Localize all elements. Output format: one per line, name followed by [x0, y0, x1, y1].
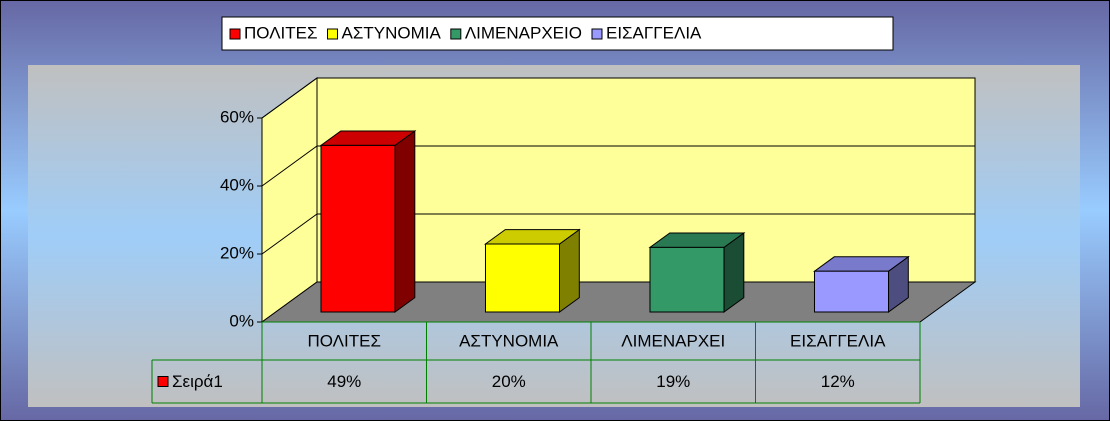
category-label: ΠΟΛΙΤΕΣ: [307, 331, 381, 350]
back-wall: [316, 77, 976, 283]
bar-side: [394, 130, 416, 313]
value-label: 49%: [327, 372, 361, 391]
legend-label: ΑΣΤΥΝΟΜΙΑ: [342, 23, 442, 42]
legend-label: ΛΙΜΕΝΑΡΧΕΙΟ: [465, 23, 582, 42]
legend-label: ΕΙΣΑΓΓΕΛΙΑ: [606, 23, 702, 42]
y-tick-label: 40%: [220, 175, 254, 194]
legend-key: [229, 28, 241, 40]
grid-line: [261, 145, 975, 187]
value-label: 19%: [656, 372, 690, 391]
bar: [649, 246, 725, 313]
bar: [484, 243, 561, 313]
value-label: 20%: [492, 372, 526, 391]
grid-line: [261, 77, 975, 119]
series-key: [157, 376, 169, 387]
bar: [813, 270, 890, 313]
legend-label: ΠΟΛΙΤΕΣ: [244, 23, 318, 42]
left-wall: [261, 77, 318, 323]
legend-key: [450, 28, 462, 40]
bar: [320, 144, 396, 313]
y-tick-label: 0%: [229, 311, 254, 330]
grid-line: [261, 213, 975, 255]
legend-key: [591, 28, 603, 40]
y-tick-label: 20%: [220, 243, 254, 262]
category-label: ΛΙΜΕΝΑΡΧΕΙ: [621, 331, 725, 350]
value-label: 12%: [821, 372, 855, 391]
series-name: Σειρά1: [172, 372, 223, 391]
legend-key: [327, 28, 339, 40]
category-label: ΑΣΤΥΝΟΜΙΑ: [459, 331, 559, 350]
y-tick-label: 60%: [220, 107, 254, 126]
category-label: ΕΙΣΑΓΓΕΛΙΑ: [790, 331, 886, 350]
